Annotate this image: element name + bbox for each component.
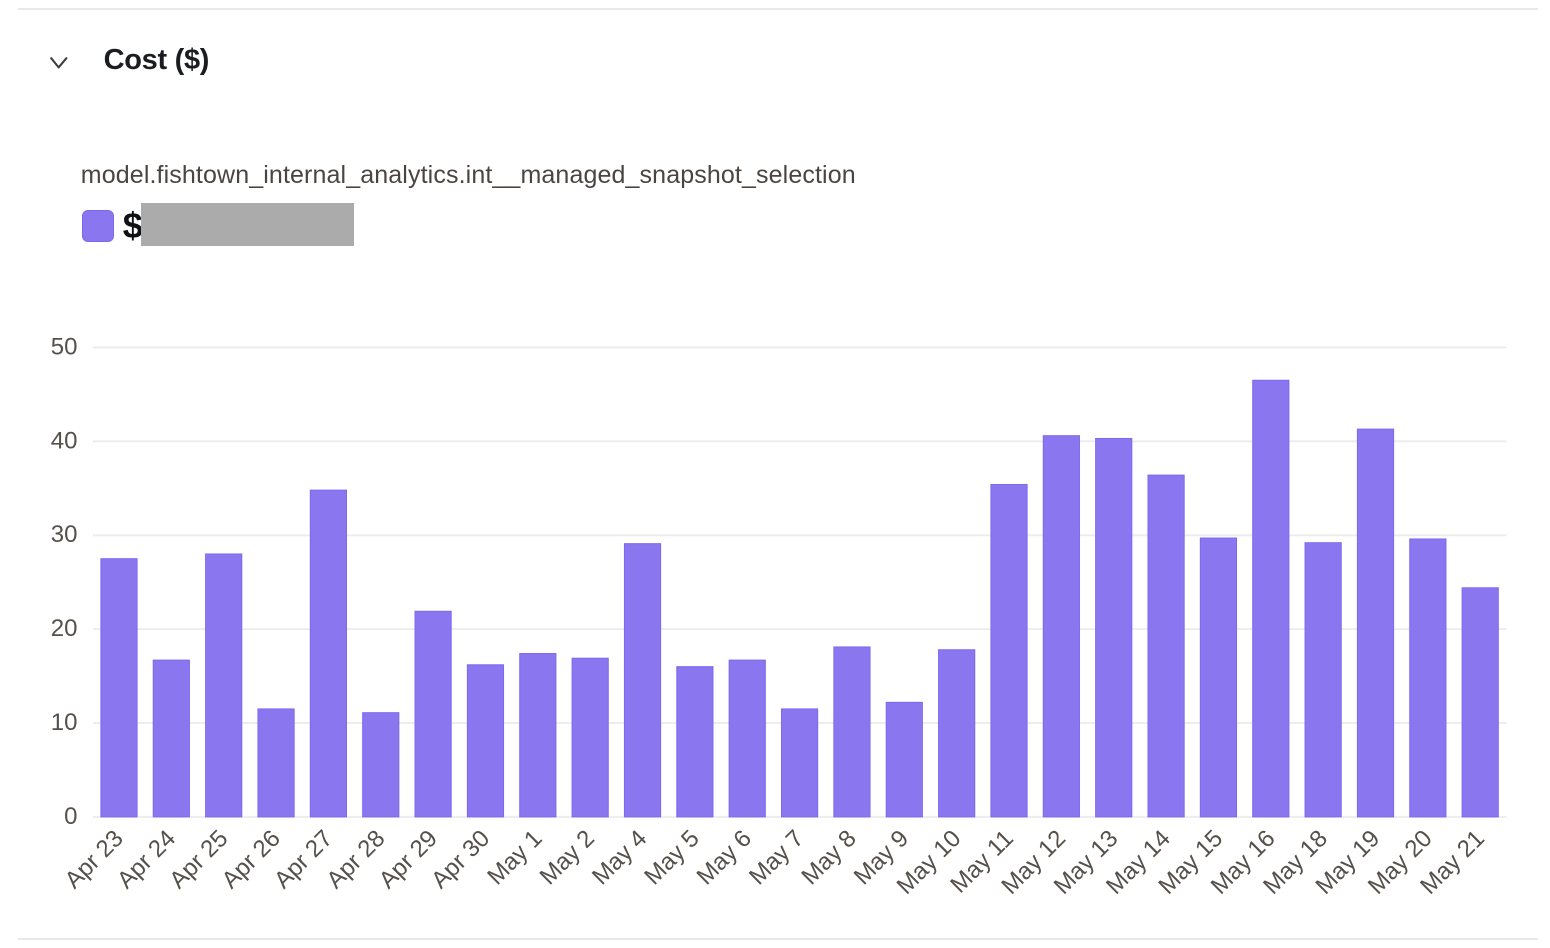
svg-text:Apr 30: Apr 30 (426, 825, 495, 894)
svg-text:Apr 25: Apr 25 (164, 825, 233, 894)
svg-text:20: 20 (51, 615, 78, 642)
svg-text:40: 40 (51, 427, 78, 454)
svg-text:May 8: May 8 (796, 825, 861, 890)
svg-text:10: 10 (51, 709, 78, 736)
svg-text:May 6: May 6 (692, 825, 757, 890)
svg-text:Apr 23: Apr 23 (60, 825, 129, 894)
svg-text:Apr 26: Apr 26 (217, 825, 286, 894)
svg-text:May 1: May 1 (482, 825, 547, 890)
svg-text:30: 30 (51, 521, 78, 548)
svg-text:May 7: May 7 (744, 825, 809, 890)
svg-text:Apr 24: Apr 24 (112, 825, 181, 894)
svg-text:50: 50 (51, 333, 78, 360)
svg-text:Apr 27: Apr 27 (269, 825, 338, 894)
svg-text:Apr 29: Apr 29 (374, 825, 443, 894)
svg-text:May 4: May 4 (587, 825, 652, 890)
svg-text:May 2: May 2 (535, 825, 600, 890)
svg-text:Apr 28: Apr 28 (321, 825, 390, 894)
svg-text:0: 0 (64, 803, 77, 830)
svg-text:May 5: May 5 (639, 825, 704, 890)
